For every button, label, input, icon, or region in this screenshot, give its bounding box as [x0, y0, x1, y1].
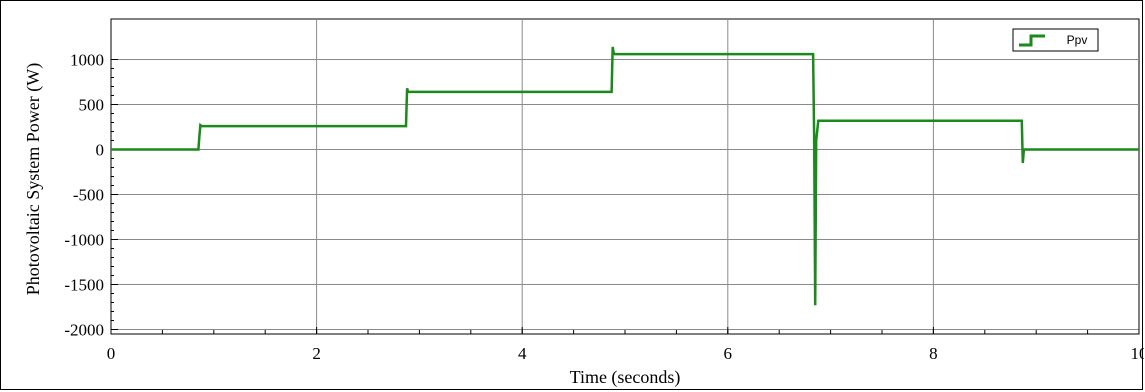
x-tick-label: 2: [312, 344, 321, 363]
x-ticks: 0 2 4 6 8 10: [107, 327, 1144, 363]
legend: Ppv: [1012, 28, 1099, 52]
grid: [111, 19, 1139, 334]
x-tick-label: 10: [1131, 344, 1145, 363]
series-group: [111, 46, 1139, 306]
y-axis-title: Photovoltaic System Power (W): [23, 63, 44, 295]
y-tick-label: -1500: [64, 276, 104, 295]
x-tick-label: 4: [518, 344, 527, 363]
plot-area: [110, 18, 1140, 335]
y-tick-label: -500: [73, 186, 104, 205]
y-tick-label: -2000: [64, 321, 104, 340]
legend-label-ppv: Ppv: [1067, 33, 1088, 47]
y-ticks: 1000 500 0 -500 -1000 -1500 -2000: [64, 51, 118, 340]
series-line-ppv: [111, 46, 1139, 306]
x-tick-label: 0: [107, 344, 116, 363]
x-tick-label: 8: [929, 344, 938, 363]
x-axis-title: Time (seconds): [570, 367, 681, 388]
legend-swatch-ppv: [1019, 34, 1045, 47]
y-tick-label: 0: [96, 141, 105, 160]
y-tick-label: 500: [79, 96, 105, 115]
y-tick-label: 1000: [70, 51, 104, 70]
y-tick-label: -1000: [64, 231, 104, 250]
x-tick-label: 6: [724, 344, 733, 363]
